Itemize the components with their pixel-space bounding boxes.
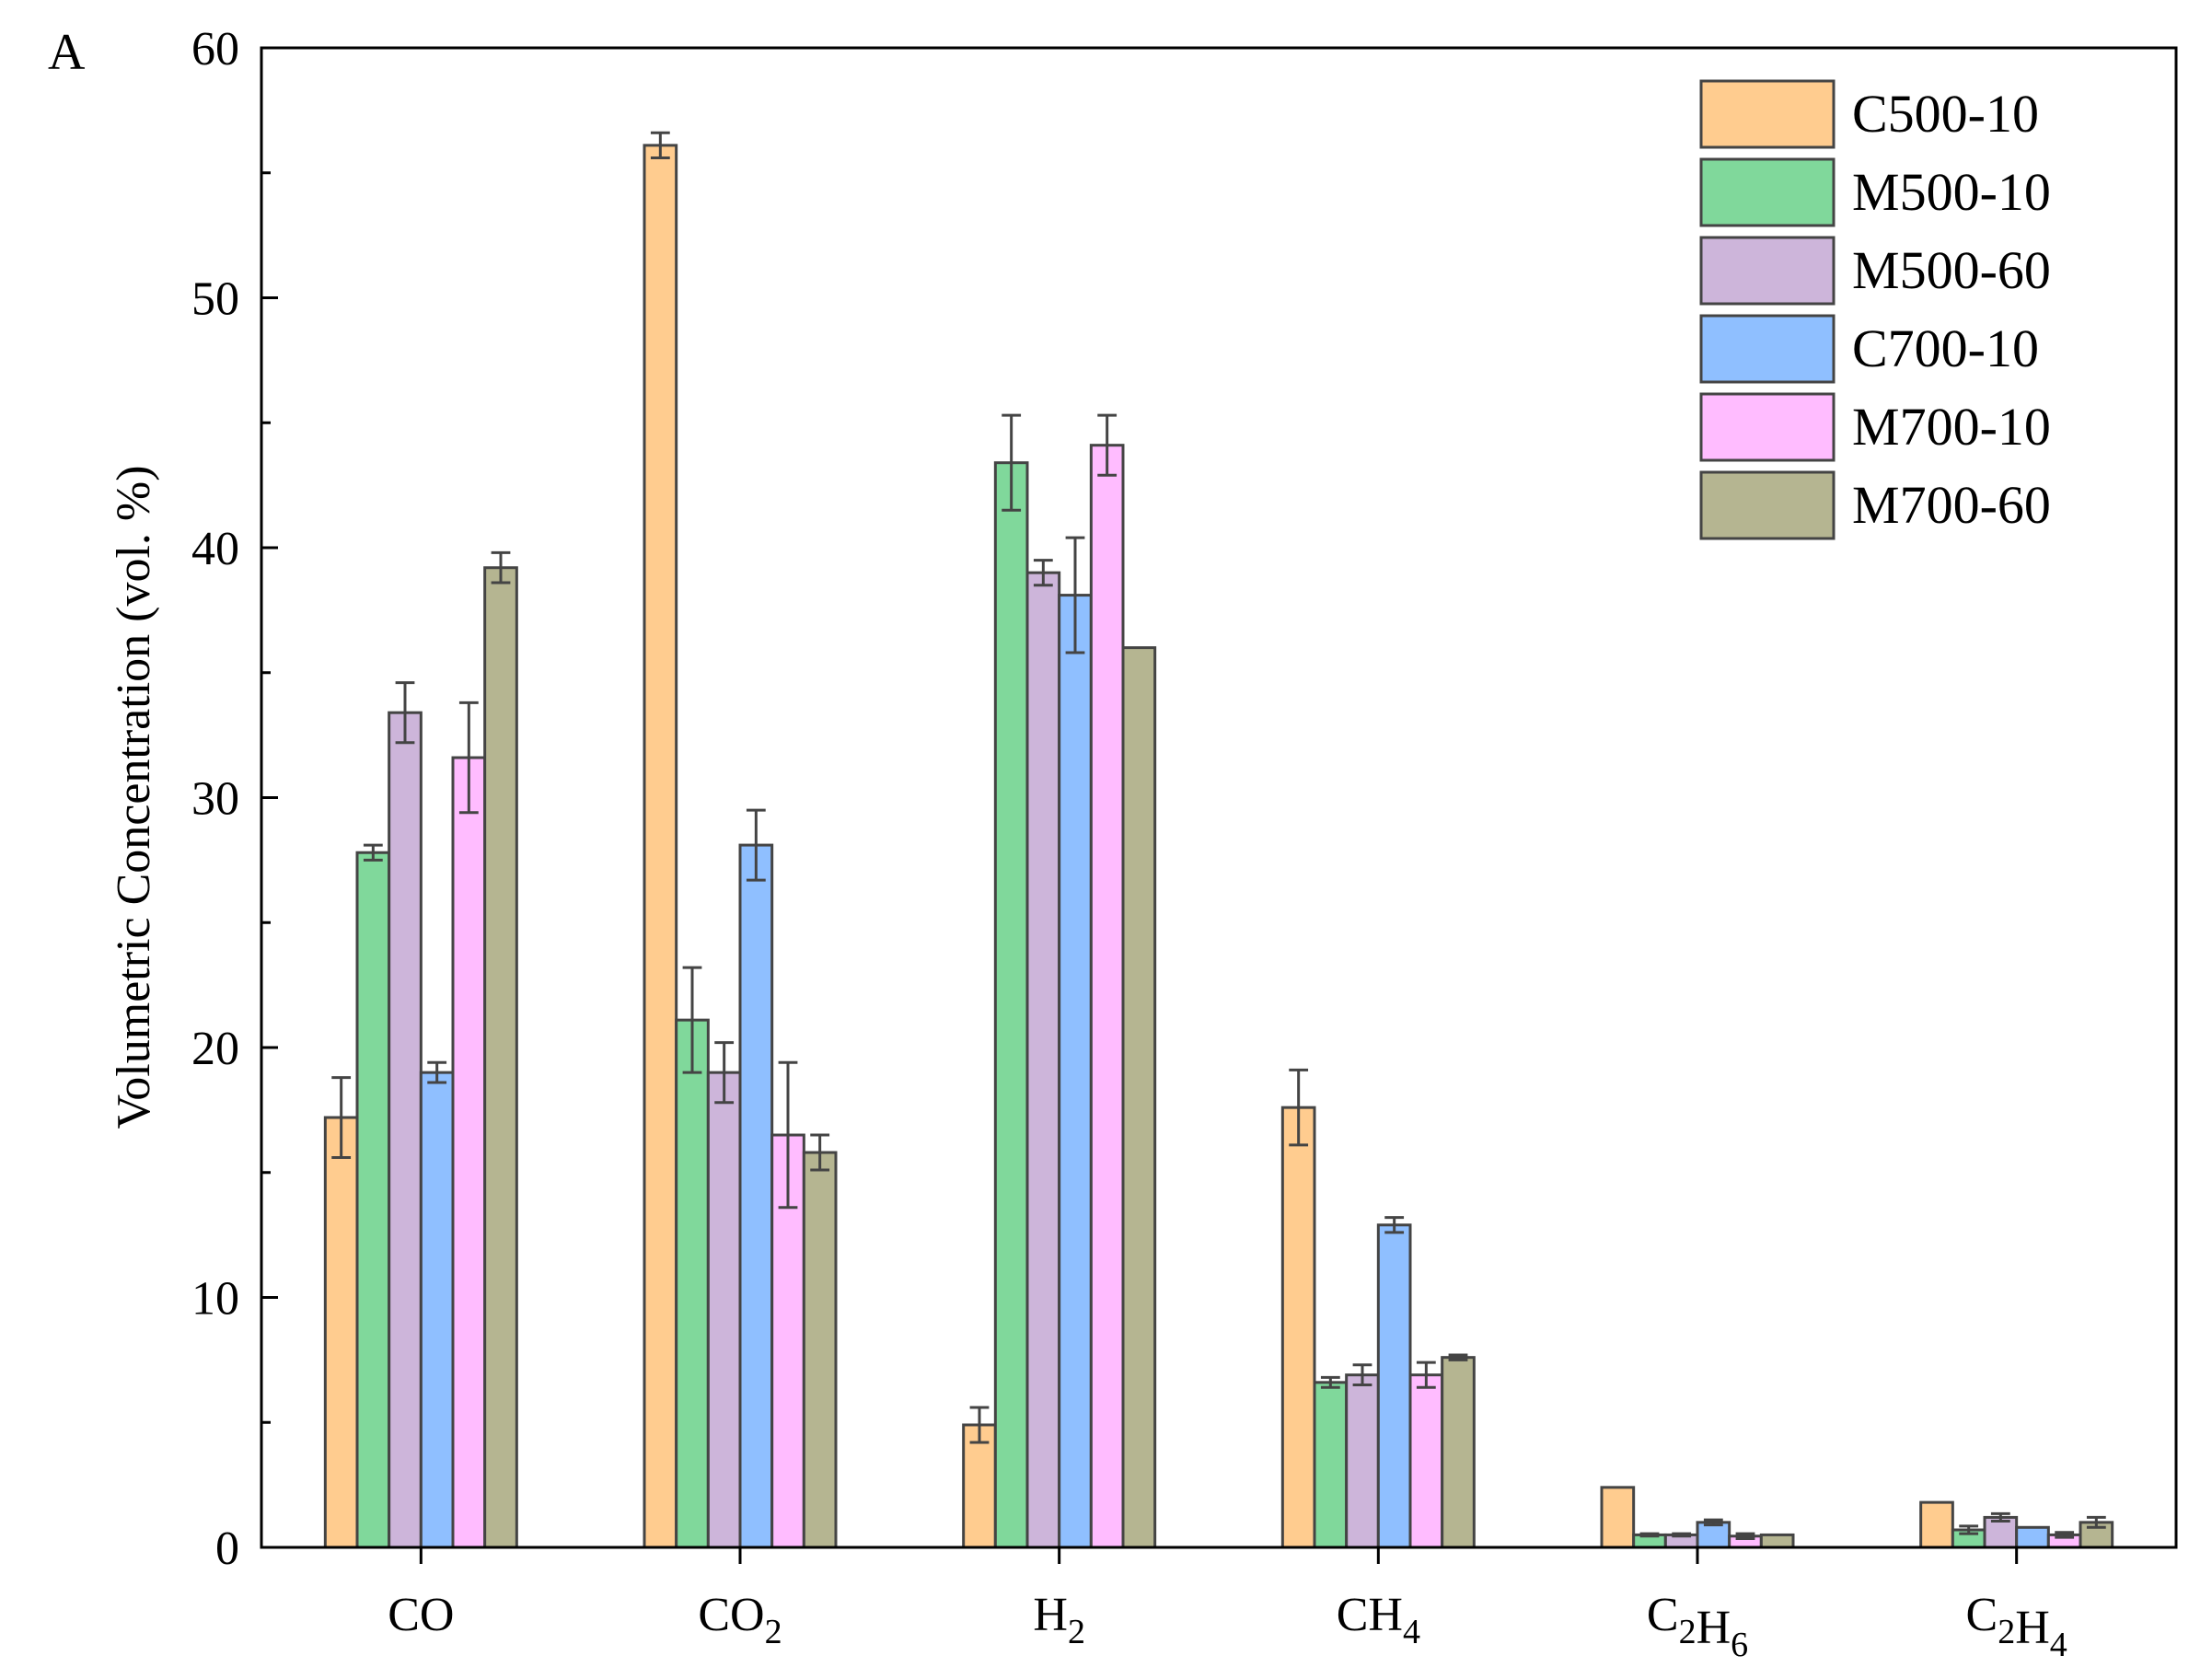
error-bar-M500-10-0 <box>363 843 383 862</box>
error-bar-M700-60-3 <box>1448 1353 1468 1361</box>
legend-swatch-M500-60 <box>1699 236 1836 306</box>
error-bar-M700-10-3 <box>1416 1361 1436 1389</box>
bar-M700-10-0 <box>451 756 487 1549</box>
error-bar-C700-10-2 <box>1065 536 1085 654</box>
legend-label: M700-60 <box>1852 475 2051 535</box>
error-bar-C700-10-3 <box>1384 1216 1405 1234</box>
panel-label: A <box>48 24 86 81</box>
bar-M500-10-1 <box>675 1018 710 1549</box>
legend-label: C700-10 <box>1852 318 2039 378</box>
y-tick-label: 30 <box>191 773 239 826</box>
error-bar-M700-60-1 <box>810 1133 830 1172</box>
error-bar-M500-60-5 <box>1990 1511 2010 1523</box>
y-tick-label: 50 <box>191 273 239 326</box>
bar-C700-10-5 <box>2015 1525 2050 1549</box>
bar-C700-10-1 <box>738 843 774 1549</box>
error-bar-M500-60-4 <box>1672 1532 1692 1538</box>
bar-M700-10-2 <box>1089 444 1125 1549</box>
error-bar-M500-60-0 <box>395 681 415 745</box>
bar-M500-60-2 <box>1025 571 1061 1549</box>
y-tick-label: 0 <box>215 1523 239 1575</box>
bar-M500-10-2 <box>993 461 1029 1549</box>
y-tick-label: 40 <box>191 523 239 575</box>
bar-M700-60-0 <box>483 566 518 1549</box>
bar-C500-10-3 <box>1280 1106 1316 1549</box>
bar-M500-60-1 <box>706 1071 742 1549</box>
bar-M700-60-2 <box>1121 646 1157 1549</box>
legend-swatch-M500-10 <box>1699 157 1836 227</box>
error-bar-M700-10-4 <box>1735 1532 1755 1540</box>
error-bar-M500-10-4 <box>1639 1532 1660 1538</box>
x-tick-label: C2H6 <box>1647 1589 1748 1664</box>
legend-label: M700-10 <box>1852 397 2051 457</box>
bar-C700-10-2 <box>1058 594 1093 1549</box>
x-tick-label: CO2 <box>698 1589 782 1651</box>
y-axis: 0 10 20 30 40 50 60 <box>191 23 278 1575</box>
x-tick-label: CH4 <box>1337 1589 1420 1651</box>
bar-M500-10-0 <box>355 851 391 1549</box>
y-axis-label: Volumetric Concentration (vol. %) <box>108 465 160 1129</box>
legend-label: C500-10 <box>1852 84 2039 144</box>
legend-swatch-C700-10 <box>1699 314 1836 384</box>
bar-C500-10-5 <box>1919 1500 1954 1549</box>
legend: C500-10 M500-10 M500-60 C700-10 M700-10 M700-… <box>1699 79 2051 540</box>
y-tick-label: 10 <box>191 1273 239 1326</box>
error-bar-C700-10-4 <box>1703 1518 1723 1527</box>
error-bars <box>331 131 2106 1540</box>
legend-swatch-M700-60 <box>1699 470 1836 540</box>
error-bar-M500-60-3 <box>1352 1363 1372 1387</box>
error-bar-M700-10-2 <box>1097 413 1118 477</box>
legend-label: M500-60 <box>1852 240 2051 300</box>
error-bar-M500-10-1 <box>682 966 702 1074</box>
error-bar-M500-60-2 <box>1033 559 1053 587</box>
legend-swatch-M700-10 <box>1699 392 1836 462</box>
error-bar-M500-10-3 <box>1320 1375 1340 1389</box>
legend-label: M500-10 <box>1852 162 2051 222</box>
error-bar-C500-10-2 <box>969 1406 990 1444</box>
error-bar-M700-10-5 <box>2055 1531 2075 1539</box>
x-tick-label: C2H4 <box>1966 1589 2067 1664</box>
error-bar-M500-10-5 <box>1959 1524 1979 1535</box>
x-tick-label: CO <box>388 1589 454 1641</box>
y-tick-label: 60 <box>191 23 239 75</box>
bar-C500-10-4 <box>1600 1486 1636 1549</box>
bars <box>323 144 2114 1549</box>
error-bar-C700-10-1 <box>746 808 766 882</box>
bar-M700-60-1 <box>802 1151 838 1549</box>
error-bar-C500-10-3 <box>1289 1068 1309 1147</box>
error-bar-C700-10-0 <box>427 1060 447 1084</box>
error-bar-M500-60-1 <box>714 1041 735 1105</box>
legend-swatch-C500-10 <box>1699 79 1836 149</box>
y-tick-label: 20 <box>191 1023 239 1075</box>
error-bar-M700-60-0 <box>491 550 511 585</box>
bar-C700-10-3 <box>1376 1223 1412 1549</box>
bar-M500-60-3 <box>1345 1373 1380 1549</box>
error-bar-M700-10-1 <box>778 1060 798 1210</box>
bar-M700-10-3 <box>1408 1373 1444 1549</box>
error-bar-M700-60-5 <box>2086 1515 2106 1529</box>
error-bar-M500-10-2 <box>1002 413 1022 512</box>
bar-M500-10-3 <box>1313 1381 1349 1549</box>
bar-M700-60-3 <box>1441 1356 1476 1549</box>
bar-C500-10-1 <box>643 144 678 1549</box>
x-axis: CO CO2 H2 CH4 C2H6 C2H4 <box>388 1547 2067 1664</box>
error-bar-C500-10-1 <box>650 131 670 159</box>
bar-C500-10-0 <box>323 1116 359 1549</box>
x-tick-label: H2 <box>1033 1589 1085 1651</box>
bar-C700-10-0 <box>419 1071 455 1549</box>
error-bar-C500-10-0 <box>331 1076 352 1159</box>
bar-M700-60-4 <box>1759 1533 1795 1549</box>
error-bar-M700-10-0 <box>458 701 479 815</box>
bar-M500-60-0 <box>388 711 423 1549</box>
